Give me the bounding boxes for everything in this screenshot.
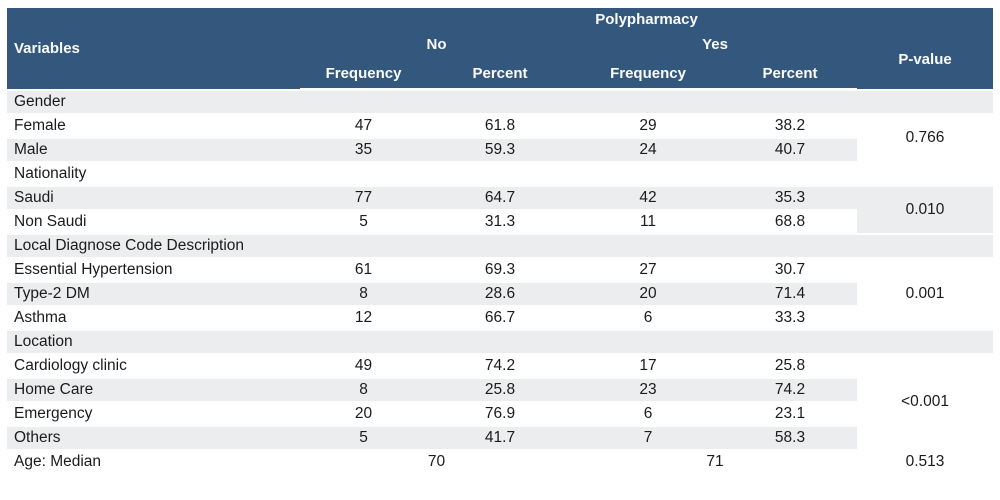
header-variables: Variables xyxy=(7,8,300,90)
no-percent-value: 41.7 xyxy=(427,425,573,450)
header-row-top: Variables Polypharmacy xyxy=(7,8,994,90)
p-value-age: 0.513 xyxy=(857,449,994,473)
yes-percent-value: 25.8 xyxy=(723,353,857,378)
section-label: Nationality xyxy=(7,161,994,186)
no-percent-value: 28.6 xyxy=(427,281,573,306)
table-header: Variables Polypharmacy No Yes P-value Fr… xyxy=(7,8,994,91)
table-row-age-median: Age: Median 70 71 0.513 xyxy=(7,449,994,473)
yes-percent-value: 58.3 xyxy=(723,425,857,450)
no-frequency-value: 12 xyxy=(300,305,427,330)
yes-frequency-value: 24 xyxy=(573,137,723,162)
no-median-value: 70 xyxy=(300,449,573,473)
yes-frequency-value: 7 xyxy=(573,425,723,450)
p-value-diagnosis: 0.001 xyxy=(857,257,994,330)
row-label: Cardiology clinic xyxy=(7,353,300,378)
header-yes-percent: Percent xyxy=(723,58,857,91)
row-label: Male xyxy=(7,137,300,162)
header-group-yes: Yes xyxy=(573,31,857,58)
yes-percent-value: 40.7 xyxy=(723,137,857,162)
yes-percent-value: 38.2 xyxy=(723,113,857,138)
yes-frequency-value: 17 xyxy=(573,353,723,378)
no-frequency-value: 5 xyxy=(300,209,427,234)
section-row-gender: Gender xyxy=(7,88,994,114)
no-percent-value: 59.3 xyxy=(427,137,573,162)
section-row-location: Location xyxy=(7,329,994,354)
table-row-home-care: Home Care 8 25.8 23 74.2 xyxy=(7,377,993,402)
yes-frequency-value: 6 xyxy=(573,305,723,330)
section-row-nationality: Nationality xyxy=(7,161,994,186)
table-row-essential-hypertension: Essential Hypertension 61 69.3 27 30.7 0… xyxy=(7,257,994,330)
yes-median-value: 71 xyxy=(573,449,857,473)
header-group-no: No xyxy=(300,31,573,58)
no-frequency-value: 8 xyxy=(300,377,427,402)
row-label: Emergency xyxy=(7,401,300,426)
yes-frequency-value: 20 xyxy=(573,281,723,306)
no-frequency-value: 77 xyxy=(300,185,427,210)
no-percent-value: 25.8 xyxy=(427,377,573,402)
yes-percent-value: 71.4 xyxy=(723,281,857,306)
section-label: Gender xyxy=(7,88,994,114)
table-row-cardiology-clinic: Cardiology clinic 49 74.2 17 25.8 <0.001 xyxy=(7,353,994,450)
no-percent-value: 76.9 xyxy=(427,401,573,426)
no-percent-value: 31.3 xyxy=(427,209,573,234)
row-label: Home Care xyxy=(7,377,300,402)
p-value-location: <0.001 xyxy=(857,353,994,450)
yes-percent-value: 30.7 xyxy=(723,257,857,282)
row-label: Age: Median xyxy=(7,449,300,473)
row-label: Essential Hypertension xyxy=(7,257,300,282)
yes-percent-value: 33.3 xyxy=(723,305,857,330)
row-label: Female xyxy=(7,113,300,138)
yes-percent-value: 35.3 xyxy=(723,185,857,210)
no-percent-value: 66.7 xyxy=(427,305,573,330)
no-percent-value: 74.2 xyxy=(427,353,573,378)
yes-frequency-value: 29 xyxy=(573,113,723,138)
section-row-diagnosis: Local Diagnose Code Description xyxy=(7,233,994,258)
table-row-non-saudi: Non Saudi 5 31.3 11 68.8 xyxy=(7,209,993,234)
p-value-gender: 0.766 xyxy=(857,113,994,162)
no-percent-value: 64.7 xyxy=(427,185,573,210)
header-polypharmacy: Polypharmacy xyxy=(300,8,994,31)
header-row-groups: No Yes P-value xyxy=(7,31,994,90)
table-row-emergency: Emergency 20 76.9 6 23.1 xyxy=(7,401,993,426)
no-percent-value: 61.8 xyxy=(427,113,573,138)
table-row-type2-dm: Type-2 DM 8 28.6 20 71.4 xyxy=(7,281,993,306)
yes-frequency-value: 23 xyxy=(573,377,723,402)
yes-percent-value: 74.2 xyxy=(723,377,857,402)
yes-frequency-value: 42 xyxy=(573,185,723,210)
row-label: Asthma xyxy=(7,305,300,330)
header-yes-frequency: Frequency xyxy=(573,58,723,91)
yes-percent-value: 23.1 xyxy=(723,401,857,426)
yes-frequency-value: 27 xyxy=(573,257,723,282)
polypharmacy-table-container: Variables Polypharmacy No Yes P-value Fr… xyxy=(7,8,994,473)
row-label: Others xyxy=(7,425,300,450)
polypharmacy-table: Variables Polypharmacy No Yes P-value Fr… xyxy=(7,8,994,473)
table-body: Gender Female 47 61.8 29 38.2 0.766 Male… xyxy=(7,88,994,473)
no-frequency-value: 5 xyxy=(300,425,427,450)
header-no-percent: Percent xyxy=(427,58,573,91)
no-frequency-value: 61 xyxy=(300,257,427,282)
header-row-measures: Frequency Percent Frequency Percent xyxy=(7,58,993,91)
table-row-male: Male 35 59.3 24 40.7 xyxy=(7,137,993,162)
header-p-value: P-value xyxy=(857,31,994,90)
yes-percent-value: 68.8 xyxy=(723,209,857,234)
yes-frequency-value: 11 xyxy=(573,209,723,234)
table-row-saudi: Saudi 77 64.7 42 35.3 0.010 xyxy=(7,185,994,234)
no-frequency-value: 47 xyxy=(300,113,427,138)
p-value-nationality: 0.010 xyxy=(857,185,994,234)
no-frequency-value: 20 xyxy=(300,401,427,426)
no-percent-value: 69.3 xyxy=(427,257,573,282)
no-frequency-value: 49 xyxy=(300,353,427,378)
table-row-others: Others 5 41.7 7 58.3 xyxy=(7,425,993,450)
row-label: Saudi xyxy=(7,185,300,210)
row-label: Type-2 DM xyxy=(7,281,300,306)
yes-frequency-value: 6 xyxy=(573,401,723,426)
no-frequency-value: 35 xyxy=(300,137,427,162)
no-frequency-value: 8 xyxy=(300,281,427,306)
table-row-female: Female 47 61.8 29 38.2 0.766 xyxy=(7,113,994,162)
section-label: Location xyxy=(7,329,994,354)
row-label: Non Saudi xyxy=(7,209,300,234)
table-row-asthma: Asthma 12 66.7 6 33.3 xyxy=(7,305,993,330)
header-no-frequency: Frequency xyxy=(300,58,427,91)
section-label: Local Diagnose Code Description xyxy=(7,233,994,258)
